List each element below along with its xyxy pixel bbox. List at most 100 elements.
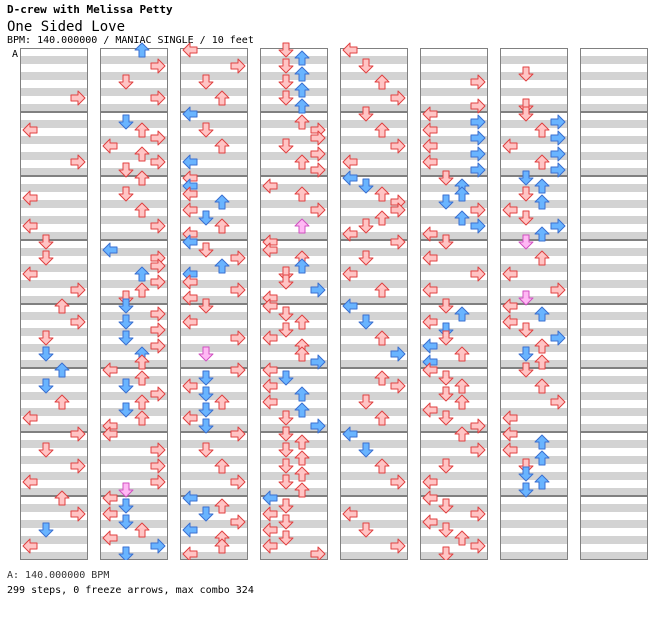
step-arrow-right (390, 378, 406, 394)
step-arrow-right (390, 474, 406, 490)
step-arrow-up (534, 178, 550, 194)
step-arrow-left (262, 298, 278, 314)
step-arrow-left (502, 426, 518, 442)
step-arrow-left (182, 106, 198, 122)
step-arrow-right (150, 130, 166, 146)
artist-name: D-crew with Melissa Petty (7, 3, 173, 16)
step-arrow-left (422, 282, 438, 298)
step-arrow-up (214, 138, 230, 154)
step-arrow-left (342, 426, 358, 442)
step-arrow-down (118, 330, 134, 346)
step-arrow-up (534, 354, 550, 370)
step-arrow-right (70, 314, 86, 330)
step-arrow-left (22, 190, 38, 206)
step-arrow-up (134, 354, 150, 370)
step-arrow-right (550, 218, 566, 234)
step-arrow-down (278, 370, 294, 386)
step-arrow-right (150, 474, 166, 490)
step-arrow-down (198, 298, 214, 314)
step-arrow-up (134, 394, 150, 410)
step-arrow-down (518, 346, 534, 362)
step-arrow-down (438, 330, 454, 346)
step-arrow-down (518, 362, 534, 378)
step-arrow-left (342, 506, 358, 522)
measure-box (580, 496, 648, 560)
step-arrow-right (310, 146, 326, 162)
song-title: One Sided Love (7, 19, 126, 35)
step-arrow-down (198, 370, 214, 386)
step-arrow-left (342, 42, 358, 58)
step-arrow-up (214, 258, 230, 274)
step-arrow-up (534, 474, 550, 490)
step-arrow-left (182, 186, 198, 202)
step-stats: 299 steps, 0 freeze arrows, max combo 32… (7, 585, 254, 596)
step-arrow-down (198, 418, 214, 434)
step-arrow-down (118, 498, 134, 514)
step-arrow-right (390, 90, 406, 106)
step-arrow-down (358, 522, 374, 538)
step-arrow-down (118, 378, 134, 394)
step-arrow-right (150, 538, 166, 554)
step-arrow-down (278, 42, 294, 58)
step-arrow-up (374, 122, 390, 138)
step-arrow-up (214, 90, 230, 106)
step-arrow-up (54, 394, 70, 410)
step-arrow-left (502, 298, 518, 314)
measure-box (420, 304, 488, 368)
step-arrow-right (310, 546, 326, 560)
step-arrow-down (518, 186, 534, 202)
step-arrow-down (278, 410, 294, 426)
step-arrow-right (70, 154, 86, 170)
step-arrow-down (358, 394, 374, 410)
step-arrow-left (102, 490, 118, 506)
step-arrow-up (134, 522, 150, 538)
measure-box (20, 496, 88, 560)
step-arrow-right (390, 202, 406, 218)
step-arrow-down (38, 442, 54, 458)
step-arrow-right (230, 474, 246, 490)
step-arrow-left (422, 138, 438, 154)
step-arrow-left (422, 402, 438, 418)
step-arrow-right (390, 346, 406, 362)
step-arrow-up (374, 74, 390, 90)
measure-box (580, 112, 648, 176)
measure-box (100, 240, 168, 304)
step-arrow-right (310, 202, 326, 218)
step-arrow-down (118, 298, 134, 314)
step-arrow-down (438, 410, 454, 426)
step-arrow-up (134, 146, 150, 162)
step-arrow-left (22, 538, 38, 554)
step-arrow-right (470, 98, 486, 114)
step-arrow-left (422, 474, 438, 490)
step-arrow-left (502, 442, 518, 458)
step-arrow-down (198, 346, 214, 362)
step-arrow-left (422, 362, 438, 378)
step-arrow-up (214, 394, 230, 410)
step-arrow-left (102, 242, 118, 258)
measure-box (260, 112, 328, 176)
step-arrow-up (54, 490, 70, 506)
step-arrow-right (230, 514, 246, 530)
step-arrow-up (534, 154, 550, 170)
measure-box (580, 368, 648, 432)
step-arrow-up (214, 194, 230, 210)
step-arrow-left (502, 138, 518, 154)
step-arrow-up (214, 498, 230, 514)
step-arrow-left (502, 410, 518, 426)
step-arrow-up (534, 250, 550, 266)
step-arrow-down (278, 426, 294, 442)
measure-box (100, 304, 168, 368)
step-arrow-right (470, 538, 486, 554)
step-arrow-left (102, 426, 118, 442)
step-arrow-left (342, 170, 358, 186)
measure-box (100, 368, 168, 432)
step-arrow-down (278, 306, 294, 322)
bpm-marker: A (12, 49, 19, 60)
step-arrow-right (70, 426, 86, 442)
step-arrow-right (150, 154, 166, 170)
step-arrow-right (390, 538, 406, 554)
step-arrow-left (422, 226, 438, 242)
measure-box (500, 48, 568, 112)
step-arrow-up (454, 426, 470, 442)
step-arrow-down (118, 546, 134, 560)
